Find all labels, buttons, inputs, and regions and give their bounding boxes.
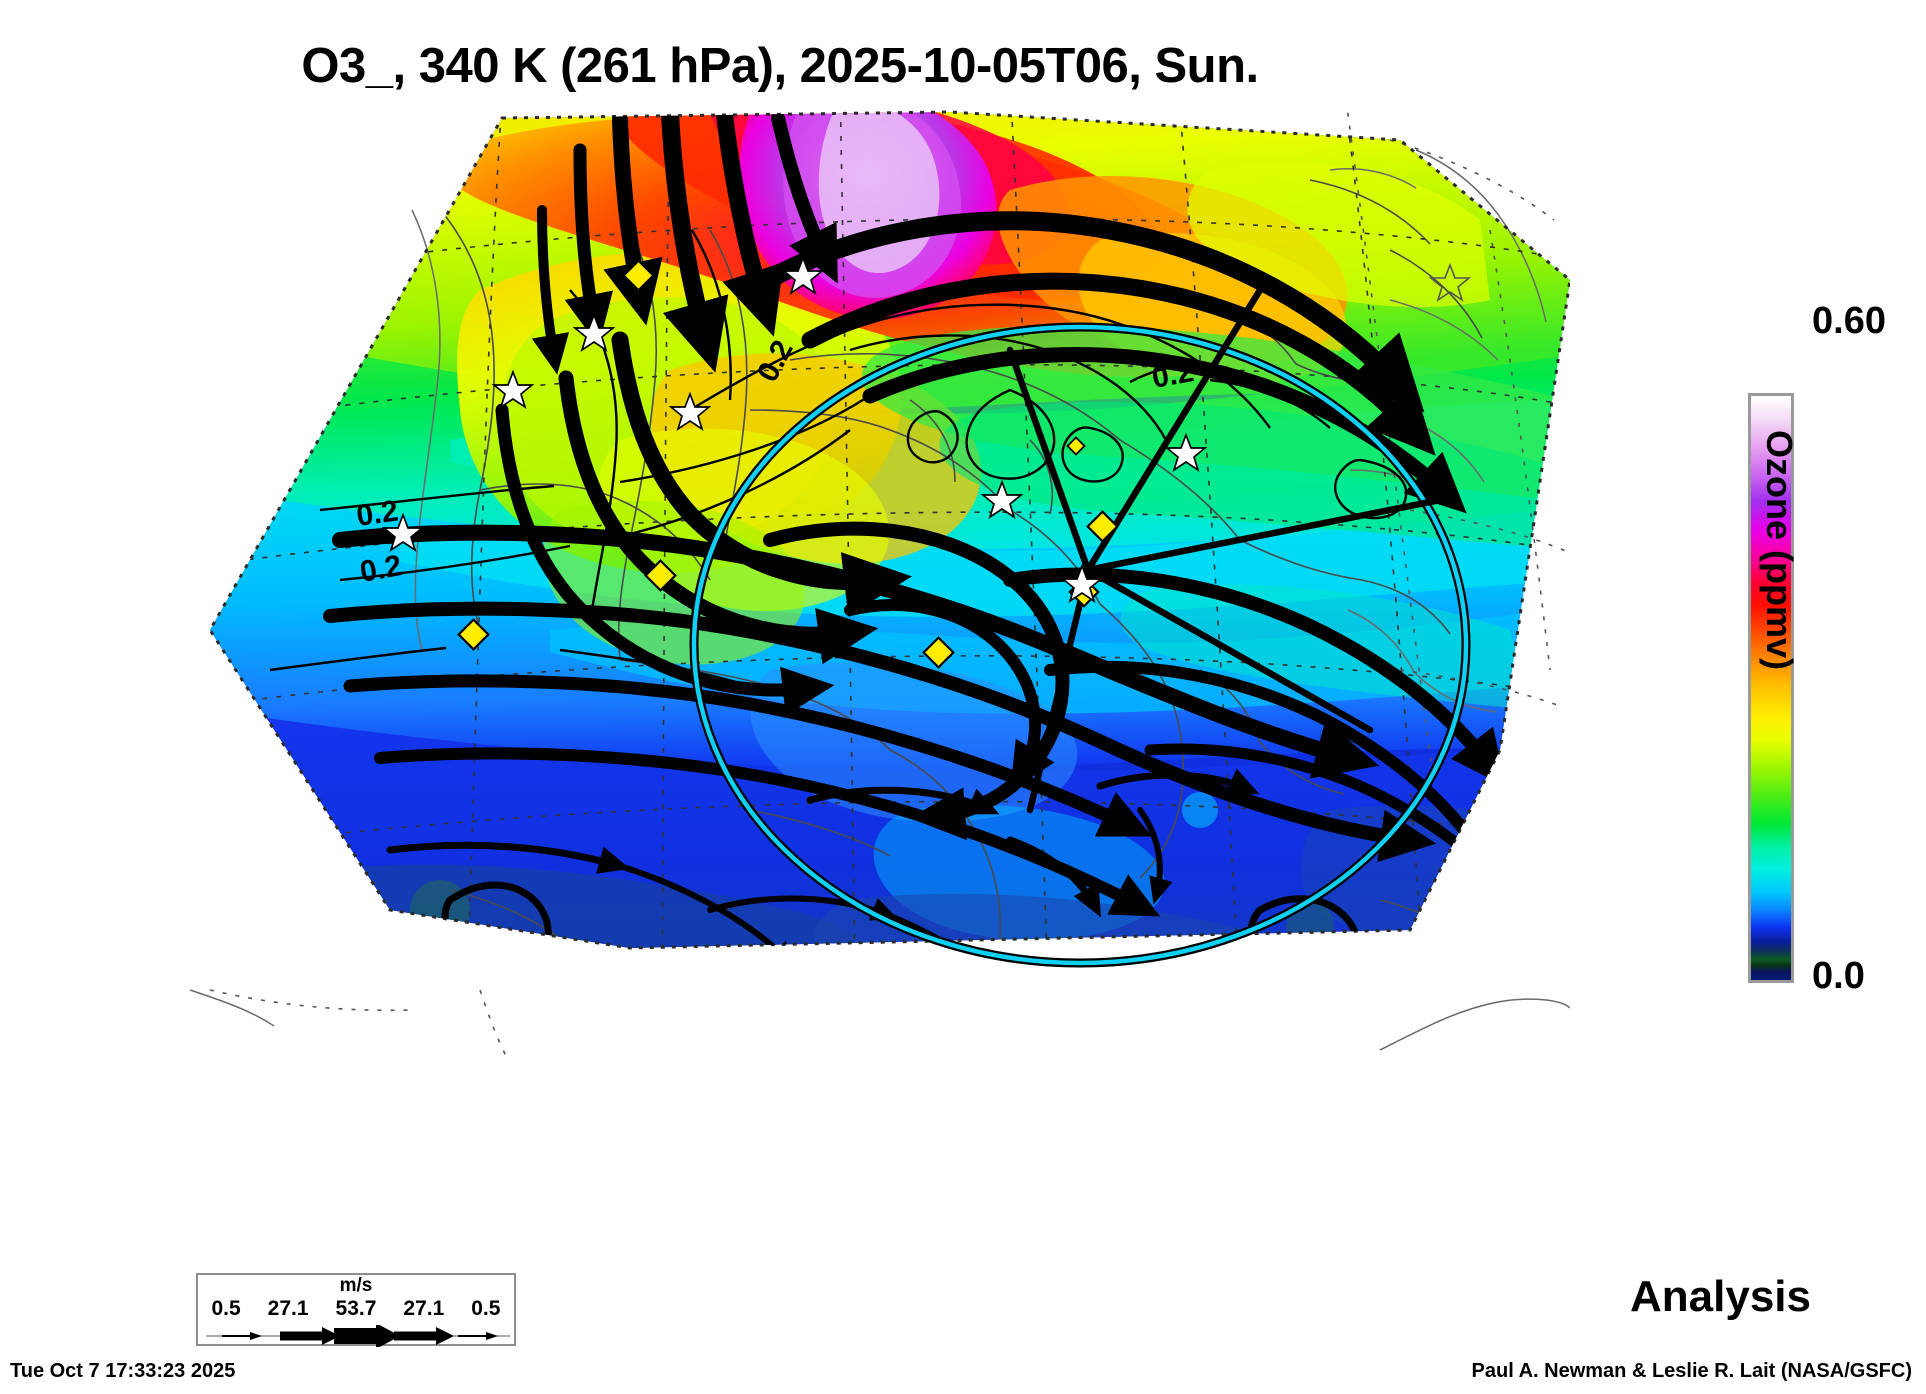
station-marker[interactable] — [1066, 436, 1086, 456]
site-marker-outline — [1428, 262, 1472, 302]
colorbar-axis-label: Ozone (ppmv) — [1759, 430, 1800, 670]
colorbar-min-label: 0.0 — [1812, 955, 1865, 997]
contour-label: 0.2 — [1149, 355, 1196, 395]
contour-label: 0.2 — [357, 549, 404, 589]
site-marker — [668, 391, 712, 432]
wind-unit-label: m/s — [339, 1275, 373, 1296]
graticule-outer — [209, 99, 1569, 1057]
analysis-label: Analysis — [1630, 1272, 1811, 1321]
wind-streamlines — [323, 112, 1541, 948]
site-marker — [980, 479, 1024, 520]
contour-label: 0.2 — [354, 494, 400, 532]
wind-value: 53.7 — [335, 1297, 377, 1320]
flight-range-circle — [689, 322, 1471, 968]
station-marker[interactable] — [922, 636, 955, 669]
contour-lines — [269, 229, 1408, 684]
wind-value: 27.1 — [403, 1297, 445, 1320]
wind-value: 27.1 — [267, 1297, 309, 1320]
station-marker[interactable] — [622, 259, 655, 292]
flight-tracks — [1006, 286, 1444, 814]
author-credit: Paul A. Newman & Leslie R. Lait (NASA/GS… — [1471, 1360, 1912, 1382]
colorbar-max-label: 0.60 — [1812, 300, 1886, 342]
colorbar-gradient — [1748, 393, 1794, 983]
render-timestamp: Tue Oct 7 17:33:23 2025 — [10, 1360, 236, 1382]
site-markers[interactable] — [381, 255, 1472, 604]
site-marker — [381, 512, 425, 553]
colorbar[interactable] — [1748, 393, 1794, 983]
wind-value: 0.5 — [211, 1297, 241, 1320]
wind-value-labels: 0.5 27.1 53.7 27.1 0.5 — [198, 1297, 514, 1321]
page-title: O3_, 340 K (261 hPa), 2025-10-05T06, Sun… — [301, 39, 1259, 93]
map-svg[interactable]: 0.2 0.2 0.2 0.2 — [150, 99, 1572, 1060]
wind-scale-legend: m/s 0.5 27.1 53.7 27.1 0.5 — [196, 1273, 516, 1347]
station-marker[interactable] — [1086, 510, 1119, 543]
site-marker — [491, 369, 535, 410]
ozone-map[interactable]: 0.2 0.2 0.2 0.2 — [150, 99, 1572, 1060]
station-marker[interactable] — [457, 618, 490, 651]
wind-value: 0.5 — [471, 1297, 501, 1320]
site-marker — [572, 312, 616, 353]
site-marker — [1060, 563, 1104, 604]
site-marker — [1164, 432, 1208, 473]
site-marker — [781, 255, 825, 296]
wind-arrow-scale — [206, 1325, 510, 1347]
station-marker[interactable] — [644, 559, 677, 592]
